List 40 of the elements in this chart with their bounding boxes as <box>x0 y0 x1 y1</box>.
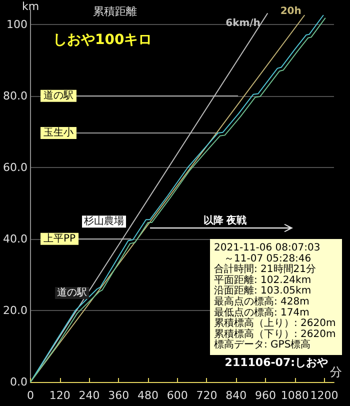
annotation: 玉生小 <box>43 126 74 139</box>
y-tick-label: 40.0 <box>2 232 28 246</box>
series-label: 6km/h <box>226 18 260 30</box>
x-tick-label: 0 <box>26 389 34 402</box>
series-label: 20h <box>280 6 302 17</box>
annotation: 累積標高（下り）: 2620m <box>214 328 336 340</box>
annotation: 211106-07:しおや <box>224 356 328 369</box>
annotation: 杉山農場 <box>83 215 124 228</box>
y-axis-title: km <box>22 0 40 13</box>
y-tick-label: 80.0 <box>2 89 28 102</box>
y-tick-label: 20.0 <box>2 304 28 317</box>
annotation: 累積標高（上り）: 2620m <box>214 317 336 330</box>
text: しおや100キロ <box>53 32 152 48</box>
x-tick-label: 840 <box>226 389 247 402</box>
x-tick-label: 360 <box>108 389 130 402</box>
annotation: 最低点の標高: 174m <box>214 306 310 318</box>
annotation: 以降 夜戦 <box>203 214 247 226</box>
x-tick-label: 720 <box>196 389 218 402</box>
x-tick-label: 480 <box>137 389 158 402</box>
chart-title: 累積距離 <box>93 5 137 18</box>
annotation: 上平PP <box>43 232 76 244</box>
x-axis-title: 分 <box>330 365 342 379</box>
annotation: 平面距離: 102.24km <box>214 274 312 286</box>
annotation: 道の駅 <box>57 286 88 298</box>
y-tick-label: 60.0 <box>2 160 28 174</box>
y-tick-label: 0.0 <box>10 376 28 388</box>
annotation: 合計時間: 21時間21分 <box>214 263 316 276</box>
annotation: ～11-07 05:28:46 <box>224 253 312 264</box>
x-tick-label: 960 <box>254 389 276 402</box>
x-tick-label: 120 <box>49 389 70 402</box>
annotation: 沿面距離: 103.05km <box>214 284 312 297</box>
x-tick-label: 1080 <box>280 389 309 402</box>
y-tick-label: 100 <box>6 18 28 31</box>
x-tick-label: 1200 <box>310 389 338 402</box>
x-tick-label: 600 <box>166 389 188 402</box>
x-tick-label: 240 <box>78 389 100 402</box>
annotation: 2021-11-06 08:07:03 <box>214 242 320 254</box>
annotation: 標高データ: GPS標高 <box>214 338 311 351</box>
annotation: 最高点の標高: 428m <box>214 296 310 308</box>
annotation: 道の駅 <box>43 89 74 102</box>
